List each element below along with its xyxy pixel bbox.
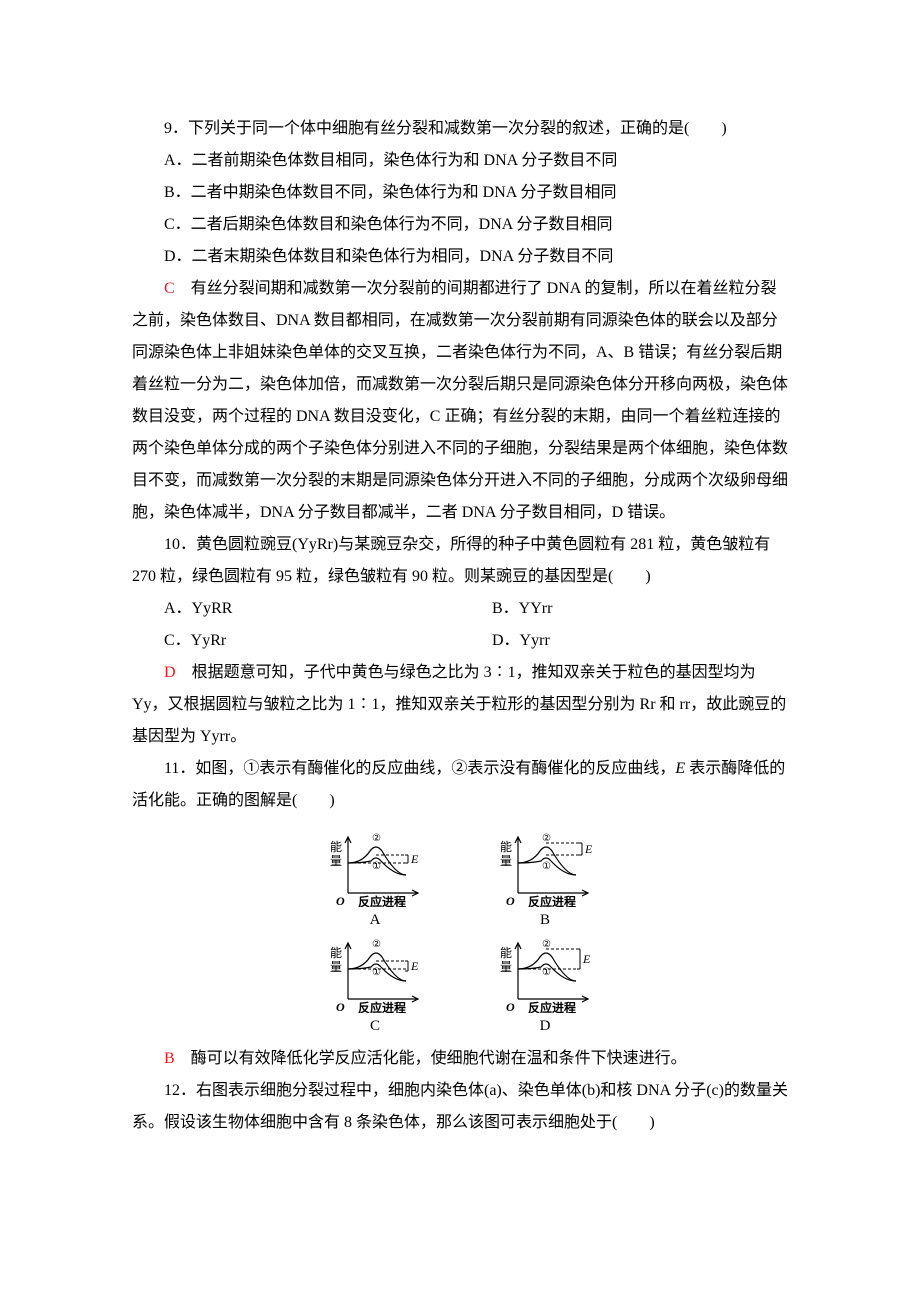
- q10-options-row1: A．YyRR B．YYrr: [132, 593, 788, 625]
- q10-option-c: C．YyRr: [132, 625, 460, 657]
- q11-figure-block: 能量O反应进程②①E A 能量O反应进程②①E B 能量O反应进程②①E C 能…: [132, 827, 788, 1035]
- svg-text:反应进程: 反应进程: [528, 894, 576, 907]
- q12-stem: 12．右图表示细胞分裂过程中，细胞内染色体(a)、染色单体(b)和核 DNA 分…: [132, 1075, 788, 1139]
- q9-option-d: D．二者末期染色体数目和染色体行为相同，DNA 分子数目不同: [132, 241, 788, 273]
- svg-text:E: E: [582, 952, 591, 966]
- svg-text:①: ①: [542, 861, 551, 872]
- svg-text:反应进程: 反应进程: [358, 894, 406, 907]
- svg-text:E: E: [410, 959, 419, 973]
- svg-text:量: 量: [330, 960, 342, 974]
- svg-text:②: ②: [542, 939, 551, 950]
- svg-text:②: ②: [372, 833, 381, 844]
- q10-stem: 10．黄色圆粒豌豆(YyRr)与某豌豆杂交，所得的种子中黄色圆粒有 281 粒，…: [132, 529, 788, 593]
- svg-text:O: O: [506, 1000, 515, 1013]
- svg-text:量: 量: [500, 960, 512, 974]
- svg-text:量: 量: [500, 854, 512, 868]
- q9-option-c: C．二者后期染色体数目和染色体行为不同，DNA 分子数目相同: [132, 209, 788, 241]
- svg-text:能: 能: [500, 946, 512, 960]
- svg-text:能: 能: [330, 840, 342, 854]
- q10-option-b: B．YYrr: [460, 593, 788, 625]
- q10-option-a: A．YyRR: [132, 593, 460, 625]
- q11-label-a: A: [370, 911, 381, 929]
- svg-text:E: E: [584, 842, 593, 856]
- svg-text:②: ②: [372, 939, 381, 950]
- q9-option-a: A．二者前期染色体数目相同，染色体行为和 DNA 分子数目不同: [132, 145, 788, 177]
- q11-stem-e-italic: E: [675, 760, 685, 777]
- q11-stem-pre: 11．如图，①表示有酶催化的反应曲线，②表示没有酶催化的反应曲线，: [164, 760, 675, 777]
- svg-text:能: 能: [330, 946, 342, 960]
- q11-figure-row1: 能量O反应进程②①E A 能量O反应进程②①E B: [132, 827, 788, 929]
- svg-text:反应进程: 反应进程: [358, 1000, 406, 1013]
- svg-text:O: O: [336, 894, 345, 907]
- svg-text:O: O: [506, 894, 515, 907]
- svg-text:②: ②: [542, 833, 551, 844]
- q10-options-row2: C．YyRr D．Yyrr: [132, 625, 788, 657]
- q9-stem: 9．下列关于同一个体中细胞有丝分裂和减数第一次分裂的叙述，正确的是( ): [132, 113, 788, 145]
- q11-label-b: B: [540, 911, 550, 929]
- q11-figure-d: 能量O反应进程②①E D: [490, 933, 600, 1035]
- q11-chart-b-svg: 能量 O 反应进程 ② ① E: [490, 827, 600, 907]
- q11-stem: 11．如图，①表示有酶催化的反应曲线，②表示没有酶催化的反应曲线，E 表示酶降低…: [132, 753, 788, 817]
- svg-text:反应进程: 反应进程: [528, 1000, 576, 1013]
- q10-explain-text: 根据题意可知，子代中黄色与绿色之比为 3∶1，推知双亲关于粒色的基因型均为 Yy…: [132, 664, 786, 745]
- svg-text:量: 量: [330, 854, 342, 868]
- svg-text:E: E: [410, 852, 419, 866]
- q11-answer-letter: B: [164, 1050, 175, 1067]
- q9-answer-letter: C: [164, 280, 175, 297]
- q11-figure-b: 能量 O 反应进程 ② ① E B: [490, 827, 600, 929]
- svg-text:O: O: [336, 1000, 345, 1013]
- q11-explanation: B 酶可以有效降低化学反应活化能，使细胞代谢在温和条件下快速进行。: [132, 1043, 788, 1075]
- q11-explain-text: 酶可以有效降低化学反应活化能，使细胞代谢在温和条件下快速进行。: [175, 1050, 687, 1067]
- q11-label-c: C: [370, 1017, 380, 1035]
- q9-explanation: C 有丝分裂间期和减数第一次分裂前的间期都进行了 DNA 的复制，所以在着丝粒分…: [132, 273, 788, 529]
- q11-figure-row2: 能量O反应进程②①E C 能量O反应进程②①E D: [132, 933, 788, 1035]
- q11-label-d: D: [540, 1017, 551, 1035]
- q9-explain-text: 有丝分裂间期和减数第一次分裂前的间期都进行了 DNA 的复制，所以在着丝粒分裂之…: [132, 280, 788, 521]
- q10-explanation: D 根据题意可知，子代中黄色与绿色之比为 3∶1，推知双亲关于粒色的基因型均为 …: [132, 657, 788, 753]
- q11-chart-d-svg: 能量O反应进程②①E: [490, 933, 600, 1013]
- q11-figure-c: 能量O反应进程②①E C: [320, 933, 430, 1035]
- svg-text:能: 能: [500, 840, 512, 854]
- q10-option-d: D．Yyrr: [460, 625, 788, 657]
- q9-option-b: B．二者中期染色体数目不同，染色体行为和 DNA 分子数目相同: [132, 177, 788, 209]
- q11-chart-a-svg: 能量O反应进程②①E: [320, 827, 430, 907]
- q11-chart-c-svg: 能量O反应进程②①E: [320, 933, 430, 1013]
- q11-figure-a: 能量O反应进程②①E A: [320, 827, 430, 929]
- q10-answer-letter: D: [164, 664, 176, 681]
